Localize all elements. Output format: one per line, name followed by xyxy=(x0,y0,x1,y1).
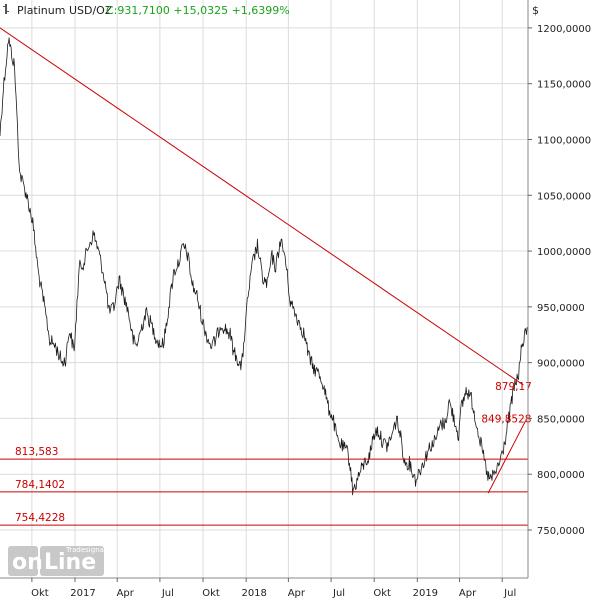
overlay-lines: 813,583 784,1402 754,4228 xyxy=(0,27,528,526)
level-annotation: 849,8528 xyxy=(481,414,531,426)
trend-line xyxy=(0,27,524,386)
x-tick-label: Jul xyxy=(503,588,516,599)
x-tick-label: 2017 xyxy=(70,588,95,599)
instrument-title: Platinum USD/OZ xyxy=(17,4,113,17)
x-tick-label: Apr xyxy=(117,588,135,599)
x-tick-label: 2019 xyxy=(413,588,438,599)
y-tick-label: 800,0000 xyxy=(537,470,585,481)
price-unit: $ xyxy=(532,4,539,17)
trend-line xyxy=(487,420,527,494)
x-tick-label: Okt xyxy=(202,588,220,599)
y-tick-label: 950,0000 xyxy=(537,303,585,314)
support-line-label: 813,583 xyxy=(15,446,58,458)
watermark-text-b: Line xyxy=(44,550,96,575)
chart-header: Platinum USD/OZ C:931,7100 +15,0325 +1,6… xyxy=(3,4,539,17)
y-tick-label: 750,0000 xyxy=(537,526,585,537)
y-tick-label: 1150,0000 xyxy=(537,80,591,91)
axes xyxy=(0,0,529,579)
grid xyxy=(0,0,528,578)
y-tick-label: 850,0000 xyxy=(537,414,585,425)
price-stats: C:931,7100 +15,0325 +1,6399% xyxy=(106,4,290,17)
x-tick-label: 2018 xyxy=(241,588,266,599)
x-axis-ticks: Okt 2017 Apr Jul Okt 2018 Apr Jul Okt 2019 Apr Jul xyxy=(31,578,516,599)
y-axis-ticks: 750,0000 800,0000 850,0000 900,0000 950,0000… xyxy=(528,24,591,537)
y-tick-label: 1100,0000 xyxy=(537,135,591,146)
x-tick-label: Okt xyxy=(31,588,49,599)
watermark-text-a: on xyxy=(12,550,43,575)
y-tick-label: 1050,0000 xyxy=(537,191,591,202)
price-series xyxy=(0,37,528,496)
instrument-icon xyxy=(3,4,9,14)
support-line-label: 754,4228 xyxy=(15,512,65,524)
x-tick-label: Jul xyxy=(332,588,345,599)
y-tick-label: 1200,0000 xyxy=(537,24,591,35)
watermark-small-text: Tradesignal xyxy=(65,546,106,554)
y-tick-label: 900,0000 xyxy=(537,359,585,370)
y-tick-label: 1000,0000 xyxy=(537,247,591,258)
x-tick-label: Jul xyxy=(161,588,174,599)
watermark-logo: on Line Tradesignal xyxy=(8,546,106,576)
annotations: 879,17 849,8528 xyxy=(481,381,531,426)
x-tick-label: Apr xyxy=(288,588,306,599)
support-line-label: 784,1402 xyxy=(15,479,65,491)
x-tick-label: Apr xyxy=(459,588,477,599)
price-line xyxy=(0,37,528,496)
x-tick-label: Okt xyxy=(373,588,391,599)
level-annotation: 879,17 xyxy=(495,381,532,393)
